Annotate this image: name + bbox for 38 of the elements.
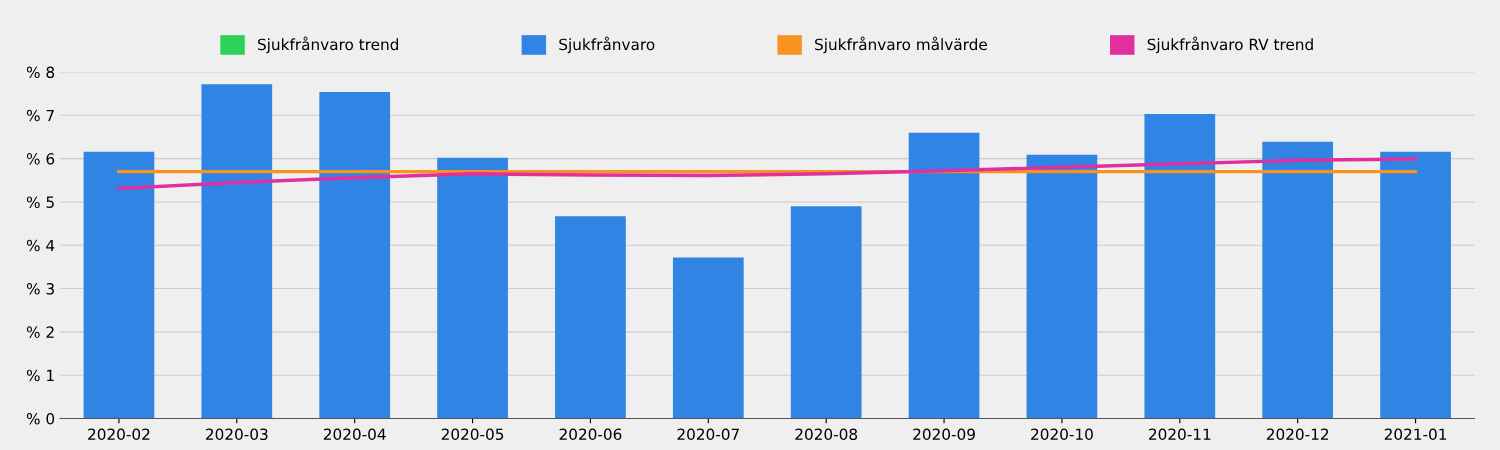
x-tick-label: 2020-11 <box>1149 428 1211 441</box>
x-tick-label: 2020-10 <box>1031 428 1093 441</box>
x-tick-label: 2020-04 <box>323 428 386 441</box>
y-tick-label: % 5 <box>26 196 54 208</box>
x-tick-label: 2020-06 <box>559 428 622 441</box>
x-tick-label: 2020-08 <box>795 428 858 441</box>
bar <box>672 257 744 419</box>
y-tick-label: % 1 <box>26 369 54 382</box>
bar <box>83 151 155 419</box>
bar <box>437 157 508 419</box>
line-series <box>117 157 1418 191</box>
y-tick-label: % 3 <box>26 283 54 295</box>
y-tick-label: % 4 <box>26 239 55 252</box>
y-tick-label: % 7 <box>26 109 54 122</box>
bar <box>1262 141 1334 419</box>
legend-label: Sjukfrånvaro trend <box>257 36 399 54</box>
bar <box>908 132 980 419</box>
bar <box>1144 114 1216 419</box>
bar <box>201 84 273 419</box>
legend-label: Sjukfrånvaro <box>559 36 655 54</box>
x-tick-label: 2020-05 <box>441 428 504 441</box>
bar <box>1380 151 1451 419</box>
y-tick-label: % 2 <box>26 326 54 338</box>
legend-label: Sjukfrånvaro målvärde <box>815 36 987 54</box>
x-tick-label: 2020-07 <box>677 428 739 441</box>
bar <box>555 216 626 419</box>
y-tick-label: % 6 <box>26 153 55 165</box>
bar <box>790 206 862 419</box>
x-tick-label: 2021-01 <box>1384 428 1447 441</box>
x-tick-label: 2020-09 <box>913 428 975 441</box>
y-tick-label: % 0 <box>26 412 55 425</box>
x-tick-label: 2020-02 <box>88 428 150 441</box>
x-tick-label: 2020-12 <box>1266 428 1329 441</box>
legend-label: Sjukfrånvaro RV trend <box>1147 36 1313 54</box>
x-tick-label: 2020-03 <box>206 428 268 441</box>
y-tick-label: % 8 <box>26 66 55 79</box>
bar <box>1026 154 1098 419</box>
bar <box>319 91 391 419</box>
